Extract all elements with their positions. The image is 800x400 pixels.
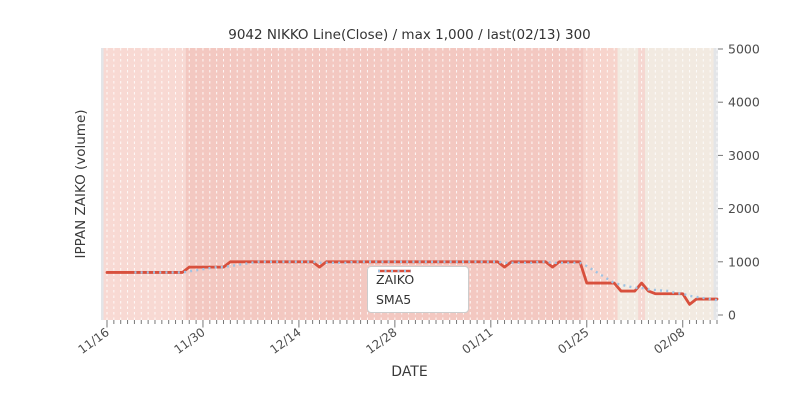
- sma5-line-swatch: [378, 269, 411, 273]
- sma5-line: [134, 260, 718, 302]
- band: [645, 48, 714, 320]
- legend-label-zaiko: ZAIKO: [376, 271, 415, 287]
- y-tick-label: 1000: [728, 254, 760, 269]
- chart-title: 9042 NIKKO Line(Close) / max 1,000 / las…: [228, 27, 591, 43]
- x-tick-label: 11/16: [76, 325, 112, 357]
- x-axis-label: DATE: [391, 364, 428, 380]
- band: [638, 48, 646, 320]
- y-tick-label: 2000: [728, 201, 760, 216]
- y-tick-label: 0: [728, 308, 736, 323]
- zaiko-line: [105, 260, 719, 306]
- x-tick-label: 02/08: [651, 325, 687, 357]
- x-tick-label: 01/11: [459, 325, 495, 357]
- legend-entry-sma5: SMA5: [368, 269, 468, 309]
- x-tick-label: 11/30: [172, 325, 208, 357]
- legend: ZAIKO SMA5: [367, 266, 469, 313]
- band: [617, 48, 639, 320]
- y-tick-label: 4000: [728, 95, 760, 110]
- y-ticks: 0 1000 2000 3000 4000 5000: [718, 42, 760, 323]
- band: [103, 48, 186, 320]
- y-tick-label: 5000: [728, 42, 760, 57]
- x-tick-labels: 11/16 11/30 12/14 12/28 01/11 01/25 02/08: [76, 325, 688, 357]
- x-ticks: [106, 320, 718, 328]
- y-tick-label: 3000: [728, 148, 760, 163]
- background-bands: [103, 48, 714, 320]
- x-tick-label: 12/14: [267, 325, 303, 357]
- y-axis-label: IPPAN ZAIKO (volume): [73, 109, 89, 259]
- x-tick-label: 12/28: [363, 325, 399, 357]
- legend-label-sma5: SMA5: [376, 292, 412, 308]
- x-tick-label: 01/25: [555, 325, 591, 357]
